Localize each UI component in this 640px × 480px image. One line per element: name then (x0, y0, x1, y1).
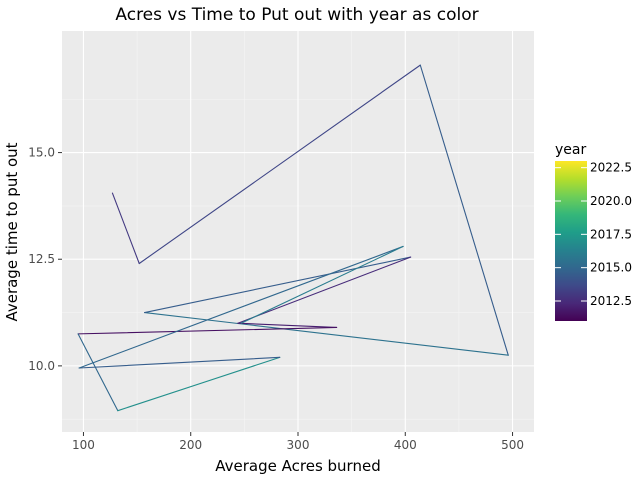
x-tick-label: 400 (394, 438, 417, 452)
series-segment (237, 322, 338, 329)
chart-title: Acres vs Time to Put out with year as co… (115, 5, 478, 25)
legend-tick-label: 2022.5 (590, 161, 632, 175)
x-axis: 100 200 300 400 500 (72, 432, 524, 452)
y-axis: 10.0 12.5 15.0 (28, 146, 62, 373)
series-segment (117, 356, 281, 412)
series-segment (77, 326, 338, 335)
series-segment (111, 192, 140, 265)
legend-colorbar (555, 161, 587, 321)
x-axis-title: Average Acres burned (215, 457, 380, 475)
series-segment (78, 356, 281, 369)
x-tick-label: 500 (501, 438, 524, 452)
legend-ticks: 2012.5 2015.0 2017.5 2020.0 2022.5 (555, 161, 632, 308)
series-segment (78, 245, 404, 369)
series-segment (237, 256, 412, 324)
grid-major (62, 31, 534, 432)
series-segment (240, 245, 404, 324)
legend-title: year (555, 142, 586, 158)
y-tick-label: 10.0 (28, 359, 55, 373)
x-tick-label: 200 (179, 438, 202, 452)
legend-tick-label: 2017.5 (590, 227, 632, 241)
legend-tick-label: 2012.5 (590, 294, 632, 308)
series-line (77, 64, 509, 412)
y-axis-title: Average time to put out (3, 142, 21, 321)
y-tick-label: 15.0 (28, 146, 55, 160)
x-tick-label: 300 (287, 438, 310, 452)
legend-tick-label: 2015.0 (590, 261, 632, 275)
series-segment (138, 64, 421, 265)
series-segment (144, 312, 509, 356)
series-segment (77, 333, 119, 412)
legend: year 2012.5 2015.0 2017.5 2020.0 2022.5 (555, 142, 632, 321)
series-segment (419, 64, 509, 356)
series-segment (144, 256, 412, 314)
y-tick-label: 12.5 (28, 252, 55, 266)
legend-tick-label: 2020.0 (590, 194, 632, 208)
x-tick-label: 100 (72, 438, 95, 452)
